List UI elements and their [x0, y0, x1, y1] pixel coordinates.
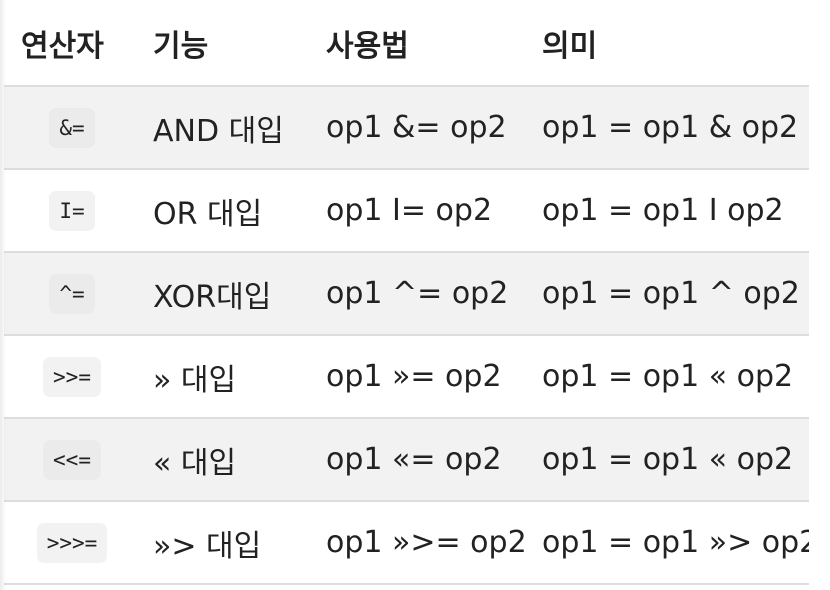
table-row: >>>= »> 대입 op1 »>= op2 op1 = op1 »> op2 — [4, 501, 809, 585]
usage-cell: op1 &= op2 — [313, 86, 529, 170]
function-cell: OR 대입 — [140, 169, 313, 253]
header-meaning: 의미 — [529, 0, 809, 87]
operator-code: <<= — [43, 439, 101, 480]
usage-cell: op1 »= op2 — [313, 335, 529, 419]
operator-cell: I= — [4, 169, 140, 253]
bitwise-assignment-operators-table: 연산자 기능 사용법 의미 &= AND 대입 op1 &= op2 op1 =… — [4, 0, 809, 585]
operator-cell: ^= — [4, 252, 140, 336]
usage-cell: op1 «= op2 — [313, 418, 529, 502]
function-cell: XOR대입 — [140, 252, 313, 336]
meaning-cell: op1 = op1 »> op2 — [529, 501, 809, 585]
header-operator: 연산자 — [4, 0, 140, 87]
function-cell: » 대입 — [140, 335, 313, 419]
table-row: >>= » 대입 op1 »= op2 op1 = op1 « op2 — [4, 335, 809, 419]
operator-code: I= — [49, 190, 95, 231]
header-function: 기능 — [140, 0, 313, 87]
usage-cell: op1 ^= op2 — [313, 252, 529, 336]
function-cell: »> 대입 — [140, 501, 313, 585]
operator-cell: <<= — [4, 418, 140, 502]
meaning-cell: op1 = op1 I op2 — [529, 169, 809, 253]
meaning-cell: op1 = op1 & op2 — [529, 86, 809, 170]
operator-code: &= — [49, 107, 95, 148]
meaning-cell: op1 = op1 « op2 — [529, 335, 809, 419]
usage-cell: op1 »>= op2 — [313, 501, 529, 585]
left-edge-shadow — [0, 0, 6, 590]
operator-cell: >>>= — [4, 501, 140, 585]
function-cell: AND 대입 — [140, 86, 313, 170]
table-row: ^= XOR대입 op1 ^= op2 op1 = op1 ^ op2 — [4, 252, 809, 336]
table-row: <<= « 대입 op1 «= op2 op1 = op1 « op2 — [4, 418, 809, 502]
operator-cell: &= — [4, 86, 140, 170]
usage-cell: op1 I= op2 — [313, 169, 529, 253]
function-cell: « 대입 — [140, 418, 313, 502]
header-usage: 사용법 — [313, 0, 529, 87]
header-row: 연산자 기능 사용법 의미 — [4, 0, 809, 87]
operator-code: >>= — [43, 356, 101, 397]
table-row: &= AND 대입 op1 &= op2 op1 = op1 & op2 — [4, 86, 809, 170]
operator-code: >>>= — [36, 522, 108, 563]
table-row: I= OR 대입 op1 I= op2 op1 = op1 I op2 — [4, 169, 809, 253]
operator-code: ^= — [49, 273, 95, 314]
meaning-cell: op1 = op1 ^ op2 — [529, 252, 809, 336]
operator-cell: >>= — [4, 335, 140, 419]
meaning-cell: op1 = op1 « op2 — [529, 418, 809, 502]
